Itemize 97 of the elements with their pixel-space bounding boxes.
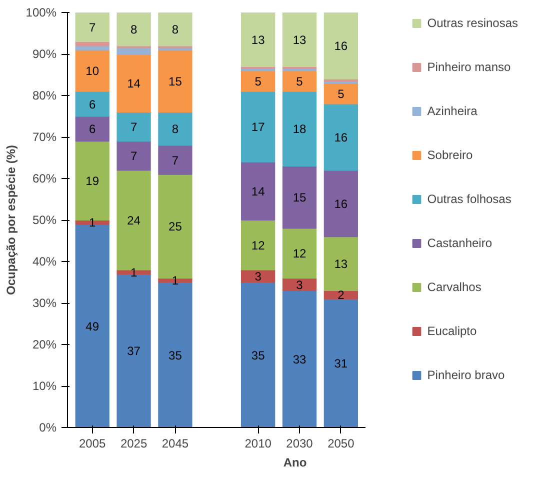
y-tick-label: 70%: [32, 130, 57, 144]
bar: [282, 12, 317, 67]
x-tick-label: 2005: [79, 436, 106, 450]
data-label: 8: [172, 122, 179, 136]
bar: [282, 290, 317, 428]
legend-label: Sobreiro: [427, 148, 473, 162]
legend-label: Outras folhosas: [427, 192, 512, 206]
legend-label: Pinheiro manso: [427, 60, 511, 74]
data-label: 12: [292, 246, 306, 261]
data-label: 13: [251, 32, 266, 47]
bar: [324, 236, 358, 292]
data-label: 10: [86, 64, 100, 78]
bar: [241, 90, 276, 162]
legend-label: Eucalipto: [427, 324, 477, 338]
data-label: 19: [86, 174, 100, 188]
legend-label: Carvalhos: [427, 280, 482, 294]
bar: [158, 144, 192, 175]
data-label: 25: [168, 220, 182, 234]
data-label: 7: [89, 20, 96, 35]
data-label: 18: [292, 122, 306, 136]
bar: [158, 12, 192, 46]
data-label: 16: [334, 196, 348, 211]
data-label: 24: [127, 214, 141, 228]
data-label: 17: [251, 120, 266, 134]
data-label: 5: [296, 74, 304, 88]
bar: [241, 12, 276, 67]
data-label: 13: [334, 257, 348, 272]
data-label: 5: [254, 74, 262, 88]
data-label: 16: [334, 39, 348, 54]
data-label: 37: [127, 344, 141, 358]
data-label: 6: [89, 122, 96, 136]
data-label: 8: [172, 22, 179, 37]
x-tick-label: 2030: [286, 436, 314, 450]
bar: [241, 70, 276, 92]
y-tick-label: 30%: [32, 296, 57, 310]
data-label: 15: [168, 74, 182, 88]
legend-label: Outras resinosas: [427, 16, 518, 30]
data-label: 2: [338, 288, 345, 302]
bar: [75, 90, 110, 117]
y-tick-label: 90%: [32, 47, 57, 61]
bar: [116, 12, 151, 46]
x-tick-label: 2050: [328, 436, 355, 450]
data-label: 7: [130, 120, 138, 134]
bar: [75, 116, 110, 142]
data-label: 16: [334, 130, 348, 144]
data-label: 7: [130, 149, 138, 164]
bar: [282, 90, 317, 167]
data-label: 14: [127, 76, 141, 91]
y-tick-label: 10%: [32, 379, 57, 393]
legend-label: Azinheira: [427, 104, 478, 118]
bar: [324, 103, 358, 171]
data-label: 49: [86, 319, 100, 334]
legend-label: Pinheiro bravo: [427, 368, 505, 382]
y-tick-label: 40%: [32, 254, 57, 268]
legend-label: Castanheiro: [427, 236, 492, 250]
y-tick-label: 0%: [39, 420, 57, 434]
bar: [241, 161, 276, 220]
data-label: 5: [338, 86, 345, 101]
bar: [158, 49, 192, 113]
bar: [324, 12, 358, 80]
bar: [241, 220, 276, 270]
bar: [324, 82, 358, 104]
y-tick-label: 60%: [32, 172, 57, 186]
y-tick-label: 80%: [32, 88, 57, 102]
data-label: 33: [292, 352, 306, 367]
data-label: 14: [251, 184, 266, 198]
y-tick-label: 50%: [32, 213, 57, 227]
data-label: 31: [334, 356, 348, 371]
data-label: 3: [296, 278, 304, 292]
data-label: 6: [89, 97, 96, 112]
bar: [116, 112, 151, 142]
x-axis-title: Ano: [283, 456, 307, 470]
y-tick-label: 100%: [26, 6, 57, 20]
bar: [75, 12, 110, 42]
data-label: 13: [292, 32, 306, 47]
data-label: 12: [251, 238, 266, 252]
bar: [282, 166, 317, 229]
bar: [324, 298, 358, 428]
bar: [116, 54, 151, 113]
data-label: 3: [254, 270, 262, 284]
bar: [282, 70, 317, 92]
data-label: 8: [130, 22, 138, 37]
data-label: 7: [172, 153, 179, 168]
data-label: 35: [251, 348, 266, 362]
y-axis-title: Ocupação por espécie (%): [4, 144, 18, 296]
bar: [75, 49, 110, 92]
x-tick-label: 2025: [120, 436, 148, 450]
bar: [158, 112, 192, 146]
data-label: 15: [292, 190, 306, 205]
bar: [282, 228, 317, 279]
bar: [241, 282, 276, 428]
bar: [324, 170, 358, 238]
y-tick-label: 20%: [32, 338, 57, 352]
bar: [116, 140, 151, 171]
data-label: 35: [168, 348, 182, 362]
x-tick-label: 2045: [162, 436, 189, 450]
x-tick-label: 2010: [244, 436, 272, 450]
